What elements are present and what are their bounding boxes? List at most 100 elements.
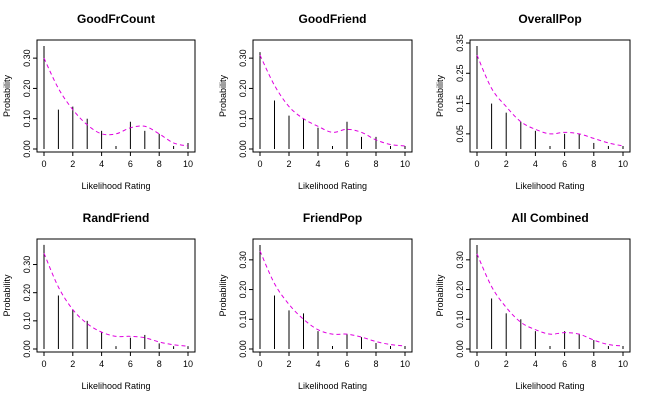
x-tick-label: 0	[474, 159, 479, 169]
x-axis-label: Likelihood Rating	[515, 181, 584, 191]
y-tick-label: 0.30	[238, 49, 248, 67]
y-tick-label: 0.10	[455, 311, 465, 329]
y-tick-label: 0.10	[22, 312, 32, 330]
y-tick-label: 0.25	[455, 65, 465, 83]
plot-frame	[36, 39, 196, 153]
panel-title: All Combined	[511, 211, 588, 225]
x-tick-label: 10	[400, 359, 410, 369]
x-axis: 0 2 4 6 8 10	[41, 352, 193, 369]
x-tick-label: 6	[344, 359, 349, 369]
y-tick-label: 0.35	[455, 34, 465, 52]
x-tick-label: 8	[373, 359, 378, 369]
x-axis: 0 2 4 6 8 10	[257, 152, 410, 169]
x-tick-label: 8	[157, 359, 162, 369]
y-tick-label: 0.10	[238, 311, 248, 329]
bars	[259, 52, 406, 149]
y-axis-label: Probability	[218, 74, 228, 117]
bars	[259, 244, 406, 349]
panel-title: FriendPop	[303, 211, 362, 225]
y-tick-label: 0.05	[455, 125, 465, 143]
x-axis: 0 2 4 6 8 10	[474, 352, 628, 369]
y-axis: 0.00 0.10 0.20 0.30	[22, 49, 37, 158]
x-tick-label: 4	[533, 359, 538, 369]
x-tick-label: 2	[286, 359, 291, 369]
density-curve	[259, 250, 406, 347]
y-tick-label: 0.00	[455, 340, 465, 358]
y-tick-label: 0.00	[238, 340, 248, 358]
plot-frame	[36, 238, 196, 353]
x-tick-label: 8	[373, 159, 378, 169]
y-axis: 0.00 0.10 0.20 0.30	[238, 251, 253, 358]
y-tick-label: 0.00	[238, 140, 248, 158]
x-tick-label: 10	[618, 359, 628, 369]
x-tick-label: 4	[99, 359, 104, 369]
y-axis-label: Probability	[435, 274, 445, 317]
x-tick-label: 0	[257, 359, 262, 369]
x-axis: 0 2 4 6 8 10	[257, 352, 410, 369]
x-tick-label: 2	[70, 159, 75, 169]
plot-frame	[252, 39, 413, 153]
x-tick-label: 8	[591, 359, 596, 369]
panel-5: FriendPop 0 2 4 6 8 10 Likelihood Rating 0.00 0.1…	[218, 211, 413, 391]
x-tick-label: 0	[257, 159, 262, 169]
y-tick-label: 0.30	[238, 251, 248, 269]
x-tick-label: 10	[183, 159, 193, 169]
plot-frame	[469, 238, 631, 353]
plot-frame	[469, 39, 631, 153]
y-tick-label: 0.10	[22, 110, 32, 128]
x-tick-label: 6	[128, 359, 133, 369]
y-tick-label: 0.20	[22, 80, 32, 98]
x-axis-label: Likelihood Rating	[81, 181, 150, 191]
y-axis: 0.00 0.10 0.20 0.30	[455, 251, 470, 358]
y-tick-label: 0.30	[22, 256, 32, 274]
x-tick-label: 6	[562, 359, 567, 369]
x-tick-label: 6	[128, 159, 133, 169]
x-tick-label: 0	[474, 359, 479, 369]
density-curve	[476, 54, 624, 147]
x-tick-label: 4	[533, 159, 538, 169]
y-tick-label: 0.10	[238, 110, 248, 128]
panel-title: OverallPop	[518, 12, 581, 26]
y-axis: 0.00 0.10 0.20 0.30	[238, 49, 253, 158]
x-tick-label: 4	[99, 159, 104, 169]
x-tick-label: 4	[315, 159, 320, 169]
x-tick-label: 8	[591, 159, 596, 169]
panel-6: All Combined 0 2 4 6 8 10 Likelihood Rating 0.00…	[435, 211, 631, 391]
y-tick-label: 0.30	[22, 49, 32, 67]
y-axis-label: Probability	[2, 274, 12, 317]
y-axis: 0.05 0.15 0.25 0.35	[455, 34, 470, 143]
density-curve	[43, 57, 189, 147]
y-tick-label: 0.20	[455, 281, 465, 299]
plot-frame	[252, 238, 413, 353]
panel-title: GoodFriend	[299, 12, 367, 26]
panel-title: RandFriend	[83, 211, 150, 225]
y-tick-label: 0.30	[455, 251, 465, 269]
x-tick-label: 4	[315, 359, 320, 369]
panel-title: GoodFrCount	[77, 12, 155, 26]
x-axis-label: Likelihood Rating	[515, 381, 584, 391]
bars	[476, 244, 624, 349]
y-tick-label: 0.20	[238, 80, 248, 98]
x-axis-label: Likelihood Rating	[81, 381, 150, 391]
y-axis-label: Probability	[2, 74, 12, 117]
x-tick-label: 10	[183, 359, 193, 369]
x-axis: 0 2 4 6 8 10	[41, 152, 193, 169]
x-tick-label: 8	[157, 159, 162, 169]
x-tick-label: 10	[400, 159, 410, 169]
y-axis-label: Probability	[218, 274, 228, 317]
x-tick-label: 2	[286, 159, 291, 169]
x-tick-label: 2	[504, 159, 509, 169]
y-tick-label: 0.00	[22, 140, 32, 158]
x-tick-label: 0	[41, 359, 46, 369]
y-tick-label: 0.20	[22, 284, 32, 302]
density-curve	[476, 253, 624, 347]
density-curve	[43, 253, 189, 347]
x-tick-label: 10	[618, 159, 628, 169]
x-axis: 0 2 4 6 8 10	[474, 152, 628, 169]
x-tick-label: 0	[41, 159, 46, 169]
bars	[476, 46, 624, 149]
